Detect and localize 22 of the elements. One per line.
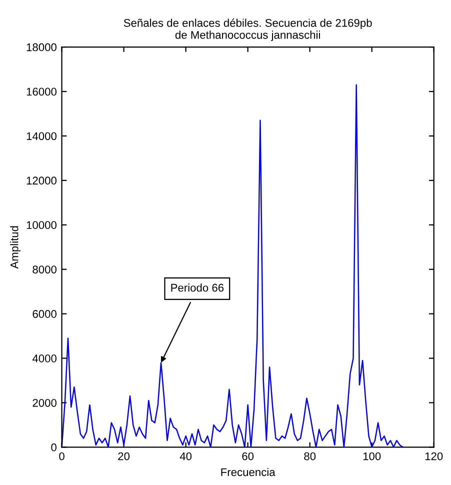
y-tick-label: 12000 <box>26 176 56 185</box>
x-tick-label: 120 <box>425 452 443 460</box>
y-tick-label: 8000 <box>32 266 56 274</box>
x-tick-label: 80 <box>304 452 316 460</box>
y-tick-label: 14000 <box>26 132 56 140</box>
y-tick-label: 10000 <box>26 221 56 230</box>
x-tick-label: 40 <box>180 452 192 460</box>
y-axis-title: Amplitud <box>10 226 20 269</box>
x-axis-title: Frecuencia <box>221 468 276 476</box>
annotation: Periodo 66 <box>171 284 224 292</box>
x-tick-label: 20 <box>118 452 130 460</box>
y-tick-label: 6000 <box>32 310 56 318</box>
y-tick-label: 0 <box>51 443 56 452</box>
chart-title: Señales de enlaces débiles. Secuencia de 2169pb de Methanococcus jannaschii <box>124 18 372 42</box>
x-tick-label: 60 <box>242 452 254 460</box>
line-series <box>62 84 404 448</box>
y-tick-label: 4000 <box>32 354 56 362</box>
y-tick-label: 2000 <box>32 398 56 407</box>
y-tick-label: 16000 <box>26 88 56 96</box>
x-tick-label: 0 <box>59 452 64 460</box>
x-tick-label: 100 <box>363 452 381 460</box>
y-tick-label: 18000 <box>26 43 56 52</box>
